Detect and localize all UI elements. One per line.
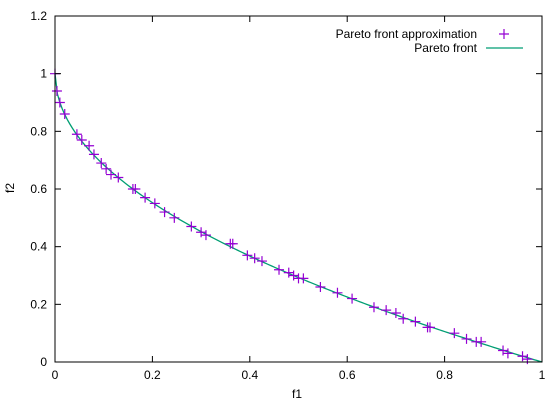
- legend-marker-approximation: [499, 29, 509, 39]
- legend-label-approximation: Pareto front approximation: [336, 27, 477, 41]
- approximation-point: [256, 256, 267, 267]
- approximation-point: [476, 336, 487, 347]
- approximation-point: [381, 305, 392, 316]
- y-tick-label: 1: [40, 67, 47, 81]
- approximation-point: [130, 184, 141, 194]
- approximation-point: [242, 250, 253, 261]
- approximation-point: [106, 169, 117, 180]
- approximation-point: [315, 282, 326, 293]
- approximation-point: [449, 328, 460, 339]
- approximation-point: [59, 109, 70, 120]
- y-tick-label: 1.2: [30, 9, 47, 23]
- approximation-point: [96, 158, 107, 169]
- plot-area: [50, 15, 543, 365]
- approximation-point: [54, 97, 65, 108]
- approximation-point: [298, 273, 309, 284]
- approximation-point: [517, 351, 528, 362]
- approximation-point: [186, 221, 197, 232]
- approximation-point: [498, 345, 509, 356]
- pareto-front-line: [54, 73, 543, 363]
- y-tick-label: 0.4: [30, 240, 47, 254]
- approximation-point: [522, 354, 533, 365]
- approximation-point: [347, 293, 358, 304]
- approximation-point: [140, 192, 151, 203]
- approximation-point: [88, 149, 99, 160]
- approximation-point: [227, 238, 238, 249]
- approximation-point: [51, 85, 62, 96]
- tick-labels: 0 0.2 0.4 0.6 0.8 1 0 0.2 0.4 0.6 0.8 1 1.2: [30, 9, 545, 382]
- y-tick-label: 0.8: [30, 124, 47, 138]
- approximation-point: [398, 313, 409, 324]
- approximation-point: [76, 134, 87, 145]
- approximation-point: [502, 348, 513, 359]
- approximation-point: [71, 129, 82, 140]
- approximation-point: [368, 302, 379, 313]
- x-tick-label: 0.2: [144, 368, 161, 382]
- approximation-point: [113, 172, 124, 183]
- approximation-point: [200, 230, 211, 241]
- approximation-point: [283, 267, 294, 278]
- approximation-point: [196, 227, 207, 238]
- approximation-point: [84, 140, 95, 151]
- approximation-point: [410, 316, 421, 327]
- x-tick-label: 0.6: [339, 368, 356, 382]
- approximation-point: [288, 270, 299, 281]
- y-tick-label: 0.6: [30, 182, 47, 196]
- y-tick-label: 0: [40, 355, 47, 369]
- approximation-point: [390, 307, 401, 318]
- x-axis-title: f1: [292, 387, 302, 401]
- approximation-point: [101, 163, 112, 174]
- y-axis-title: f2: [3, 183, 17, 193]
- approximation-point: [159, 207, 170, 218]
- approximation-point: [332, 287, 343, 298]
- x-tick-label: 0.4: [241, 368, 258, 382]
- approximation-point: [274, 264, 285, 275]
- approximation-point: [424, 322, 435, 333]
- y-tick-label: 0.2: [30, 297, 47, 311]
- approximation-point: [249, 253, 260, 264]
- approximation-point: [149, 198, 160, 209]
- legend: Pareto front approximation Pareto front: [336, 27, 523, 55]
- approximation-point: [169, 212, 180, 223]
- x-tick-label: 1: [539, 368, 546, 382]
- x-tick-label: 0.8: [436, 368, 453, 382]
- approximation-point: [461, 333, 472, 344]
- x-tick-label: 0: [52, 368, 59, 382]
- axis-ticks: [54, 15, 543, 363]
- legend-label-front: Pareto front: [414, 41, 477, 55]
